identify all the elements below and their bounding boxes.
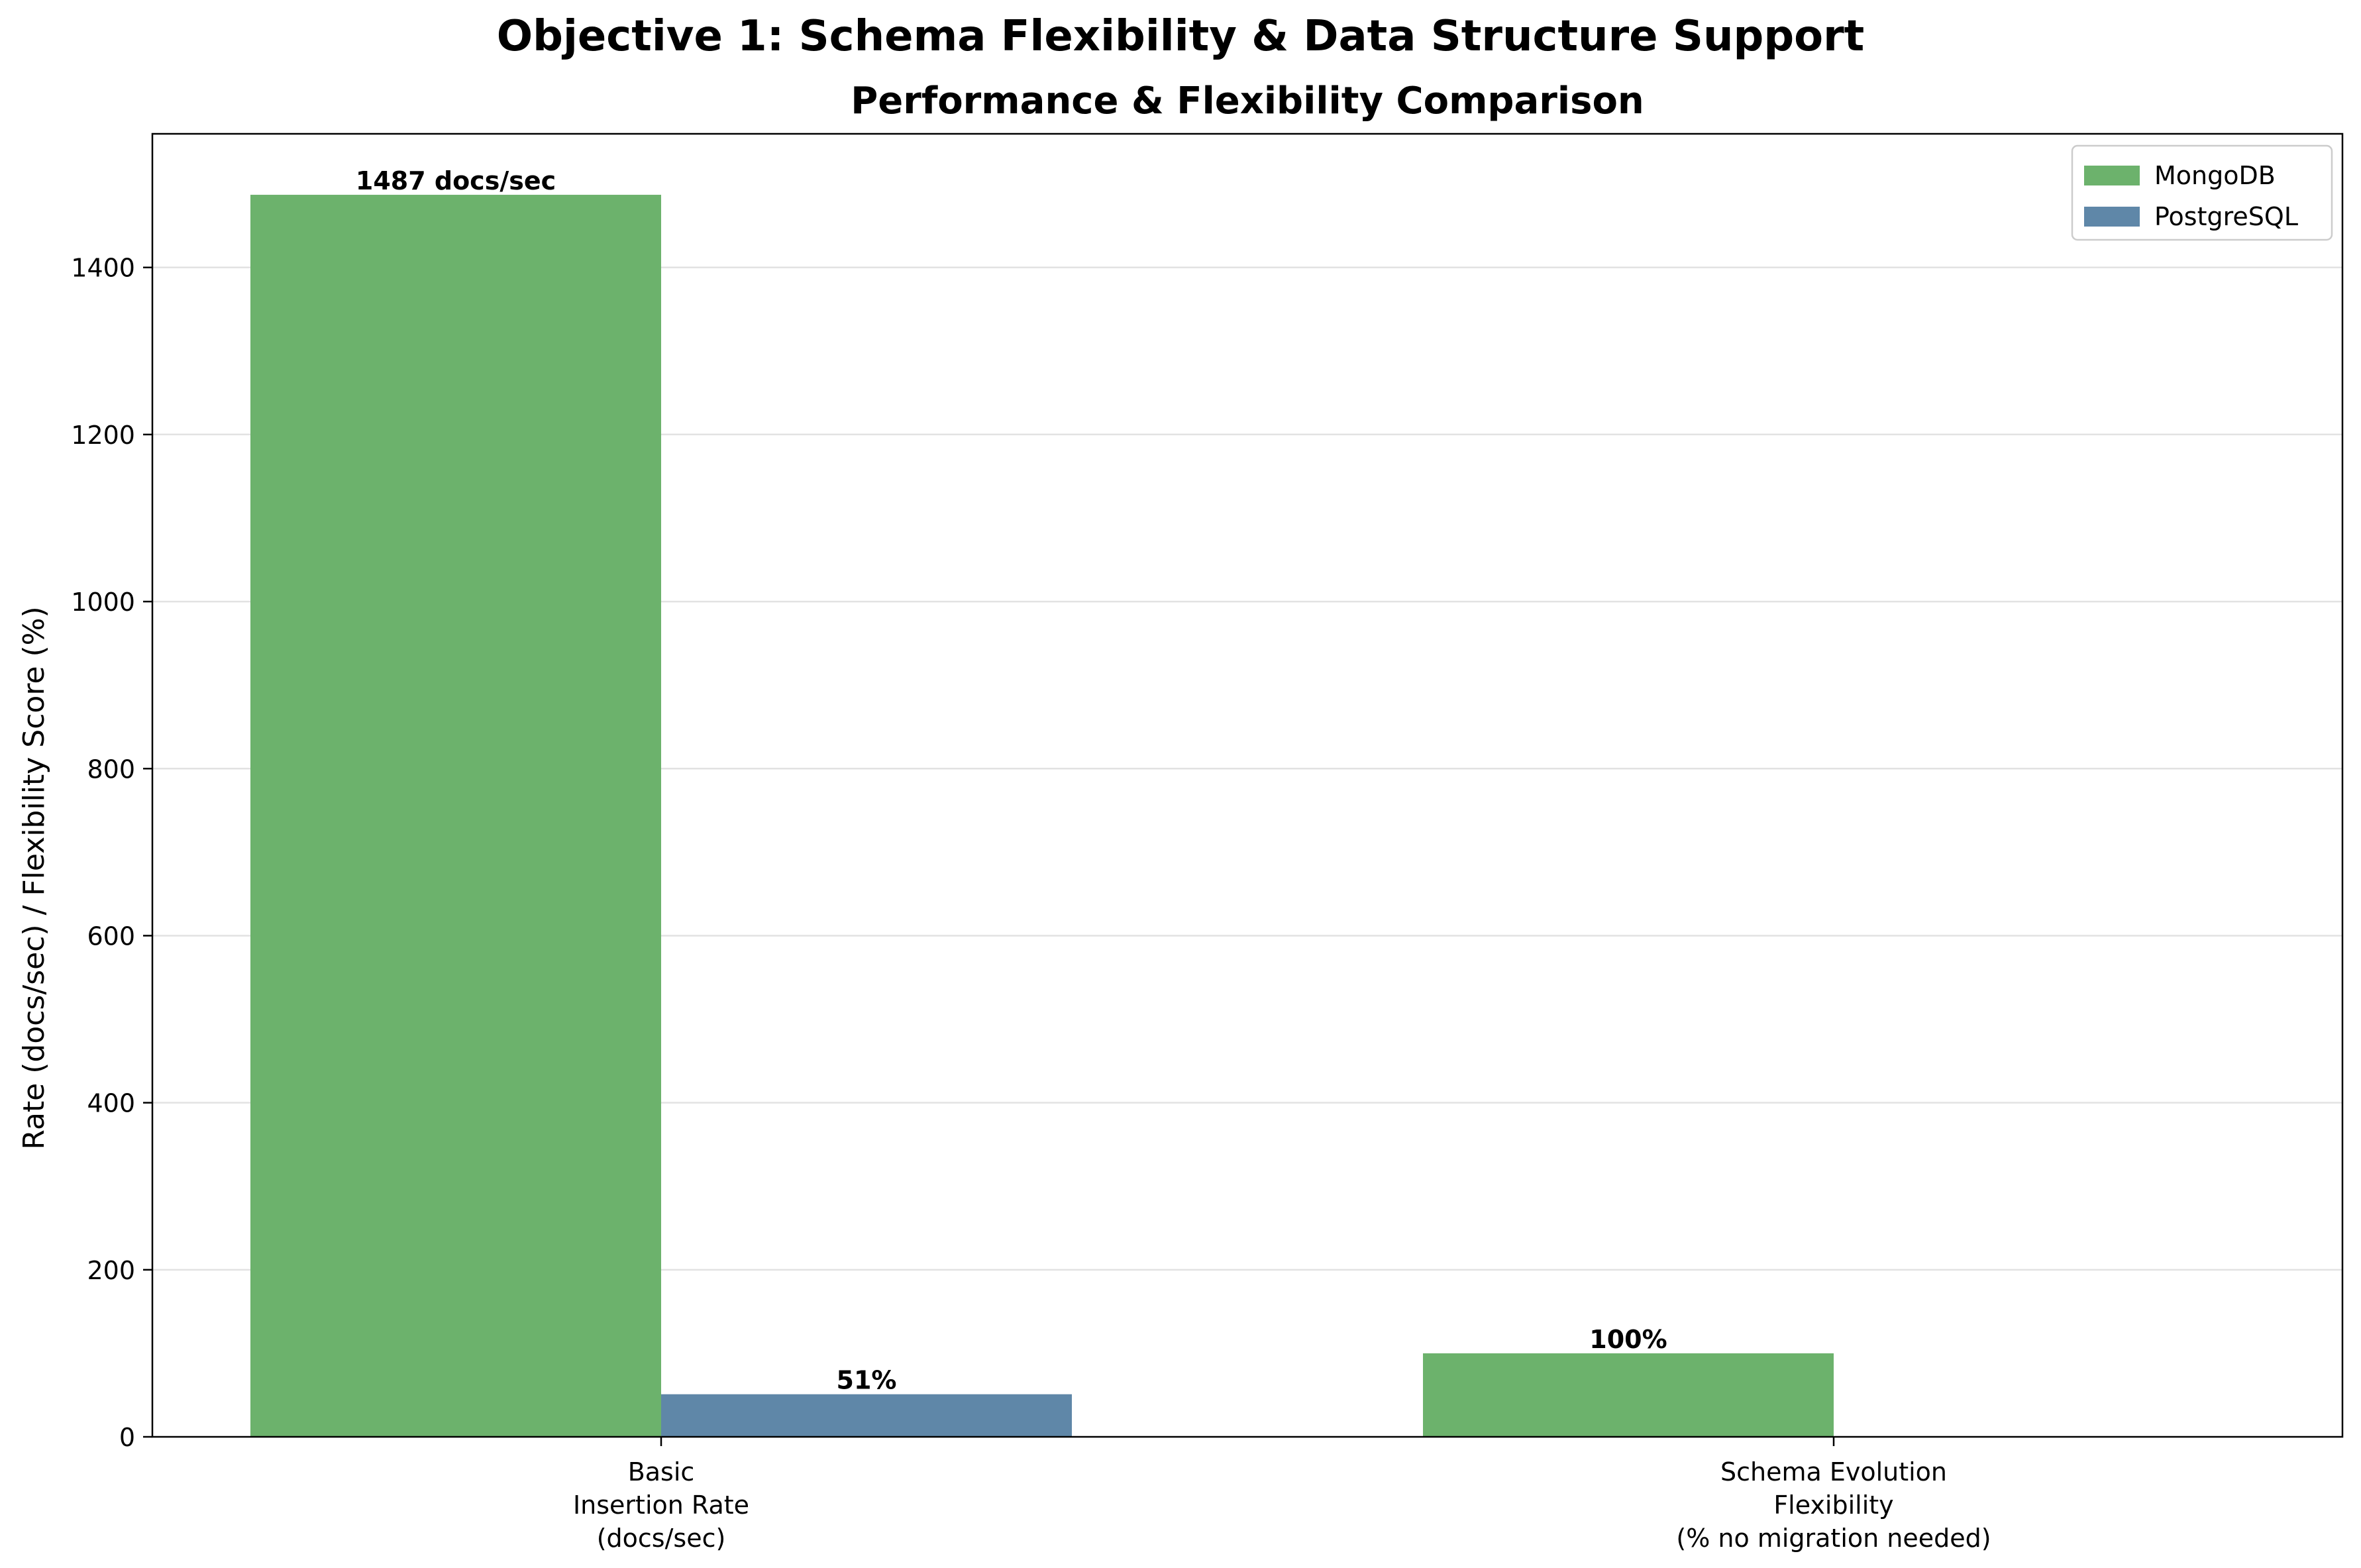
bar-postgresql <box>661 1394 1072 1437</box>
legend-label: MongoDB <box>2154 161 2276 190</box>
x-tick-label: (% no migration needed) <box>1676 1524 1991 1553</box>
plot-frame <box>151 132 2344 1438</box>
x-tick-label: (docs/sec) <box>597 1524 726 1553</box>
y-axis: 0 200 400 600 800 1000 1200 1400 <box>71 254 152 1452</box>
y-tick-label: 600 <box>87 921 135 951</box>
x-tick-label: Insertion Rate <box>573 1490 749 1520</box>
bars <box>250 195 1834 1437</box>
figure-title: Objective 1: Schema Flexibility & Data S… <box>496 12 1865 61</box>
y-tick-label: 1400 <box>71 254 135 283</box>
x-tick-label: Schema Evolution <box>1720 1457 1947 1487</box>
chart-title: Performance & Flexibility Comparison <box>851 79 1644 123</box>
y-tick-label: 800 <box>87 755 135 784</box>
bar-value-label: 100% <box>1589 1325 1667 1354</box>
bar-value-label: 51% <box>837 1366 897 1395</box>
bar-mongodb <box>250 195 661 1437</box>
y-tick-label: 1200 <box>71 421 135 450</box>
bar-value-labels: 1487 docs/sec 100% 51% <box>356 166 1667 1395</box>
y-tick-label: 400 <box>87 1089 135 1118</box>
legend-label: PostgreSQL <box>2154 202 2298 231</box>
bar-mongodb <box>1423 1353 1834 1437</box>
y-axis-label: Rate (docs/sec) / Flexibility Score (%) <box>17 606 51 1149</box>
y-tick-label: 1000 <box>71 588 135 617</box>
bar-value-label: 1487 docs/sec <box>356 166 556 195</box>
legend-swatch <box>2084 166 2140 185</box>
legend: MongoDB PostgreSQL <box>2071 144 2333 241</box>
x-tick-label: Flexibility <box>1773 1490 1893 1520</box>
x-tick-label: Basic <box>628 1457 695 1487</box>
legend-swatch <box>2084 207 2140 227</box>
y-tick-label: 200 <box>87 1256 135 1285</box>
y-tick-label: 0 <box>119 1423 135 1452</box>
